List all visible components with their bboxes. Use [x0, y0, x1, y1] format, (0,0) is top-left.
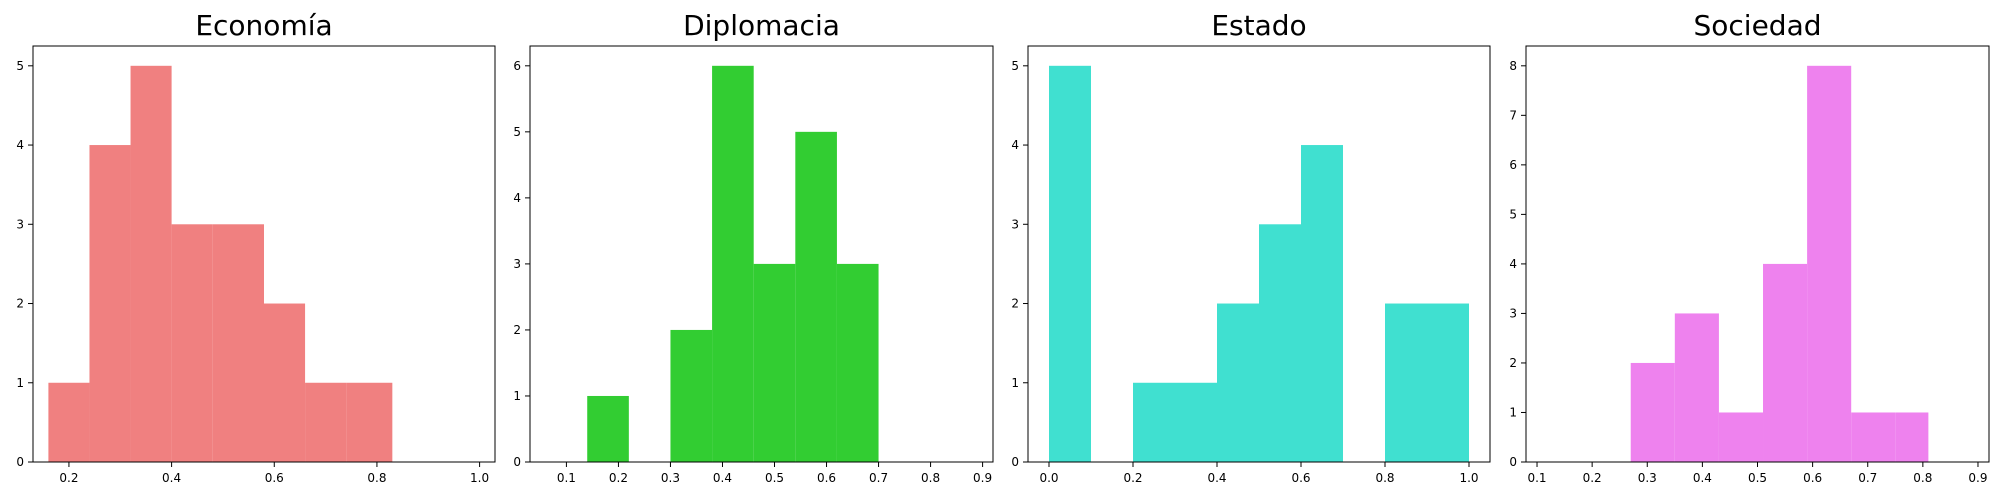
y-tick-label: 3: [1509, 306, 1517, 320]
y-tick-label: 8: [1509, 59, 1517, 73]
x-tick-label: 0.4: [162, 471, 181, 485]
histogram-bar: [712, 65, 754, 463]
histogram-bar: [1895, 412, 1929, 462]
x-tick-label: 0.8: [921, 471, 940, 485]
y-tick-label: 0: [16, 455, 24, 469]
y-tick-label: 0: [1011, 455, 1019, 469]
histogram-bar: [1385, 303, 1427, 462]
axes-frame: [1027, 45, 1491, 463]
histogram-bar: [1674, 313, 1719, 462]
x-tick-label: 0.2: [1123, 471, 1142, 485]
y-tick-label: 5: [1011, 59, 1019, 73]
x-tick-label: 0.3: [1638, 471, 1657, 485]
histogram-bar: [305, 382, 347, 462]
x-tick-label: 0.1: [1527, 471, 1546, 485]
histogram-bar: [89, 145, 131, 463]
x-tick-label: 0.6: [1291, 471, 1310, 485]
x-tick-label: 0.1: [557, 471, 576, 485]
histogram-bar: [130, 65, 172, 463]
x-tick-label: 0.8: [1375, 471, 1394, 485]
x-tick-label: 0.8: [1913, 471, 1932, 485]
y-tick-label: 1: [1011, 376, 1019, 390]
x-tick-label: 0.6: [265, 471, 284, 485]
y-tick-label: 4: [513, 191, 521, 205]
histogram-bar: [1175, 382, 1217, 462]
subplot-1: 0.2 0.4 0.6 0.8 1.0 0 1 2 3 4 5 Economía: [16, 9, 496, 485]
subplot-3: 0.0 0.2 0.4 0.6 0.8 1.0 0 1 2 3 4 5 Estado: [1011, 9, 1491, 485]
axes-frame: [529, 45, 994, 463]
x-tick-label: 0.6: [817, 471, 836, 485]
histogram-bar: [346, 382, 393, 462]
y-tick-label: 1: [16, 376, 24, 390]
chart-title: Sociedad: [1693, 9, 1821, 42]
y-tick-label: 3: [1011, 217, 1019, 231]
histogram-bar: [795, 131, 837, 463]
subplot-2: 0.1 0.2 0.3 0.4 0.5 0.6 0.7 0.8 0.9 0 1 2 3 4 5 6 Diplom…: [513, 9, 994, 485]
y-tick-label: 5: [16, 59, 24, 73]
chart-title: Diplomacia: [683, 9, 840, 42]
histogram-bar: [1718, 412, 1764, 462]
x-tick-label: 0.2: [59, 471, 78, 485]
x-tick-label: 0.9: [973, 471, 992, 485]
histogram-bar: [1851, 412, 1896, 462]
histogram-bar: [587, 395, 629, 462]
y-tick-label: 7: [1509, 108, 1517, 122]
histogram-bar: [264, 303, 306, 462]
y-tick-label: 3: [16, 217, 24, 231]
x-tick-label: 0.5: [1748, 471, 1767, 485]
x-tick-label: 0.5: [765, 471, 784, 485]
x-tick-label: 0.7: [869, 471, 888, 485]
y-tick-label: 2: [513, 323, 521, 337]
y-tick-label: 2: [1509, 356, 1517, 370]
y-tick-label: 0: [513, 455, 521, 469]
histogram-bar: [1630, 362, 1675, 462]
x-tick-label: 0.2: [1583, 471, 1602, 485]
histogram-bar: [836, 263, 879, 462]
x-tick-label: 0.6: [1803, 471, 1822, 485]
histogram-bar: [1133, 382, 1175, 462]
histogram-bar: [48, 382, 90, 462]
x-tick-label: 0.0: [1039, 471, 1058, 485]
y-tick-label: 4: [1011, 138, 1019, 152]
chart-title: Economía: [195, 9, 332, 42]
y-tick-label: 4: [16, 138, 24, 152]
histogram-bar: [1807, 65, 1852, 463]
histogram-bar: [1049, 65, 1091, 463]
x-tick-label: 0.2: [609, 471, 628, 485]
x-tick-label: 0.9: [1968, 471, 1987, 485]
x-tick-label: 0.8: [367, 471, 386, 485]
x-tick-label: 0.4: [1207, 471, 1226, 485]
y-tick-label: 3: [513, 257, 521, 271]
histogram-bar: [1217, 303, 1259, 462]
axes-frame: [1525, 45, 1990, 463]
x-tick-label: 0.7: [1858, 471, 1877, 485]
chart-title: Estado: [1211, 9, 1306, 42]
histogram-bar: [1763, 263, 1808, 462]
y-tick-label: 2: [1011, 297, 1019, 311]
histogram-bar: [1301, 145, 1343, 463]
y-tick-label: 6: [1509, 158, 1517, 172]
y-tick-label: 0: [1509, 455, 1517, 469]
y-tick-label: 6: [513, 59, 521, 73]
x-tick-label: 1.0: [1459, 471, 1478, 485]
x-tick-label: 0.4: [1693, 471, 1712, 485]
y-tick-label: 2: [16, 297, 24, 311]
axes-frame: [32, 45, 496, 463]
histogram-bar: [670, 329, 713, 462]
histogram-bar: [212, 224, 264, 462]
x-tick-label: 1.0: [470, 471, 489, 485]
y-tick-label: 4: [1509, 257, 1517, 271]
x-tick-label: 0.3: [661, 471, 680, 485]
y-tick-label: 5: [513, 125, 521, 139]
subplot-4: 0.1 0.2 0.3 0.4 0.5 0.6 0.7 0.8 0.9 0 1 2 3 4 5 6 7 8 Soci…: [1509, 9, 1990, 485]
y-tick-label: 5: [1509, 207, 1517, 221]
histogram-bar: [171, 224, 213, 462]
histogram-bar: [1259, 224, 1301, 462]
x-tick-label: 0.4: [713, 471, 732, 485]
histogram-bar: [1427, 303, 1469, 462]
y-tick-label: 1: [1509, 405, 1517, 419]
histogram-bar: [753, 263, 796, 462]
y-tick-label: 1: [513, 389, 521, 403]
